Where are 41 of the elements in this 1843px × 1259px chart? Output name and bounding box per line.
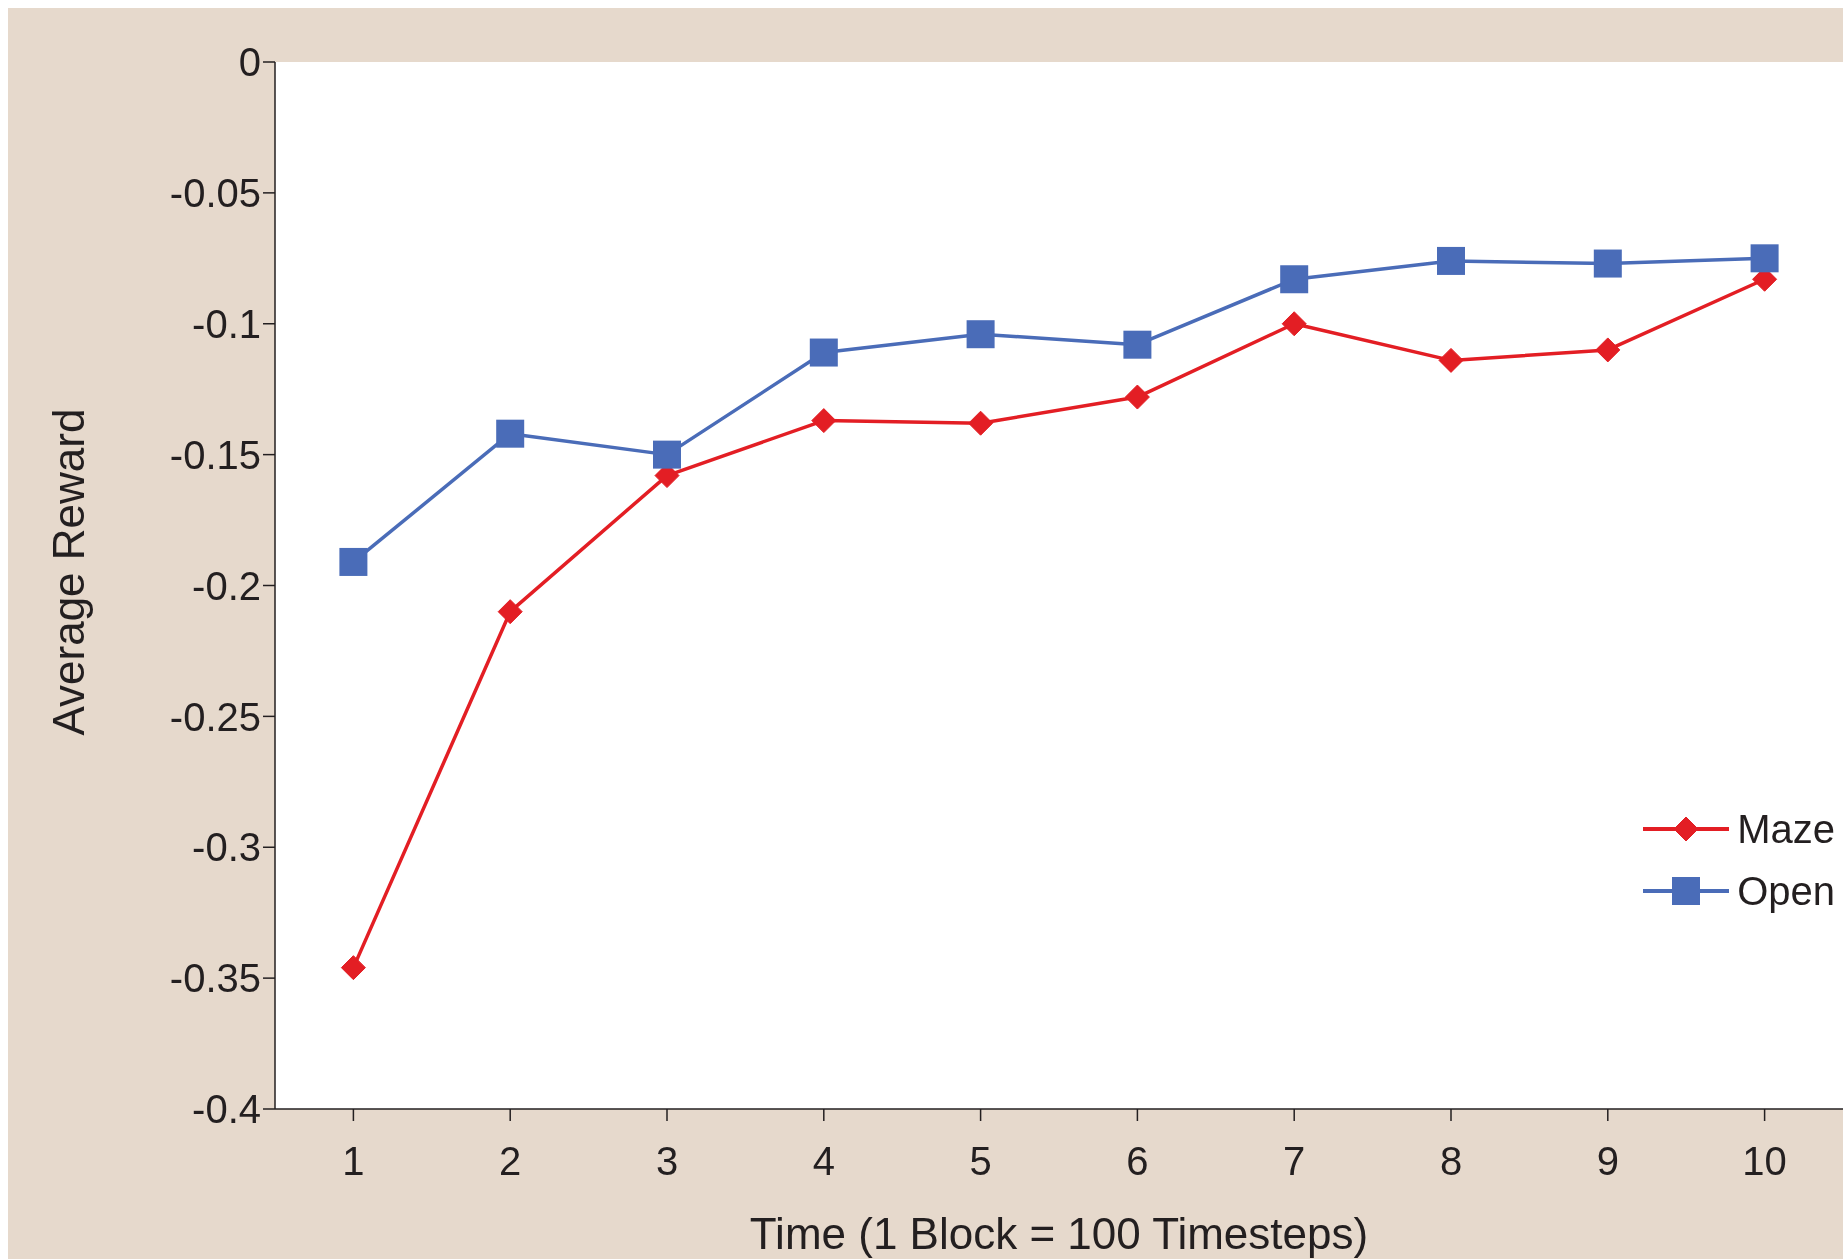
y-tick-label: -0.05 xyxy=(169,171,261,216)
y-axis-title: Average Reward xyxy=(43,408,93,736)
point xyxy=(496,419,525,448)
x-tick-label: 4 xyxy=(812,1139,835,1184)
point xyxy=(966,320,995,349)
x-tick-label: 3 xyxy=(655,1139,679,1184)
x-tick-label: 10 xyxy=(1742,1139,1787,1184)
point xyxy=(1281,311,1307,337)
x-tick-label: 2 xyxy=(499,1139,522,1184)
y-tick-label: -0.1 xyxy=(192,301,261,346)
x-tick-label: 8 xyxy=(1439,1139,1463,1184)
point xyxy=(653,440,681,469)
y-tick-label: -0.2 xyxy=(192,563,261,608)
y-tick-label: -0.25 xyxy=(169,694,261,739)
point xyxy=(1593,249,1622,278)
x-tick-label: 5 xyxy=(969,1139,992,1184)
point xyxy=(811,408,837,434)
point xyxy=(497,599,523,625)
point xyxy=(1438,347,1464,373)
x-axis-title: Time (1 Block = 100 Timesteps) xyxy=(749,1209,1369,1258)
y-tick-label: -0.35 xyxy=(169,956,261,1001)
point xyxy=(809,338,838,367)
x-tick-label: 1 xyxy=(342,1139,365,1184)
point xyxy=(1595,337,1621,363)
point xyxy=(1123,330,1152,359)
y-tick-label: -0.4 xyxy=(192,1087,261,1132)
point xyxy=(340,955,366,981)
point xyxy=(1750,244,1779,273)
point xyxy=(968,410,994,436)
y-tick-label: 0 xyxy=(238,40,261,85)
point xyxy=(1437,246,1465,275)
legend-label: Maze xyxy=(1737,806,1835,852)
point xyxy=(1280,265,1309,294)
point xyxy=(339,547,368,576)
x-tick-label: 7 xyxy=(1283,1139,1306,1184)
x-tick-label: 9 xyxy=(1596,1139,1619,1184)
x-tick-label: 6 xyxy=(1126,1139,1149,1184)
point xyxy=(1124,384,1150,410)
y-tick-label: -0.3 xyxy=(192,825,261,870)
legend-label: Open xyxy=(1737,868,1835,914)
y-tick-label: -0.15 xyxy=(169,432,261,477)
